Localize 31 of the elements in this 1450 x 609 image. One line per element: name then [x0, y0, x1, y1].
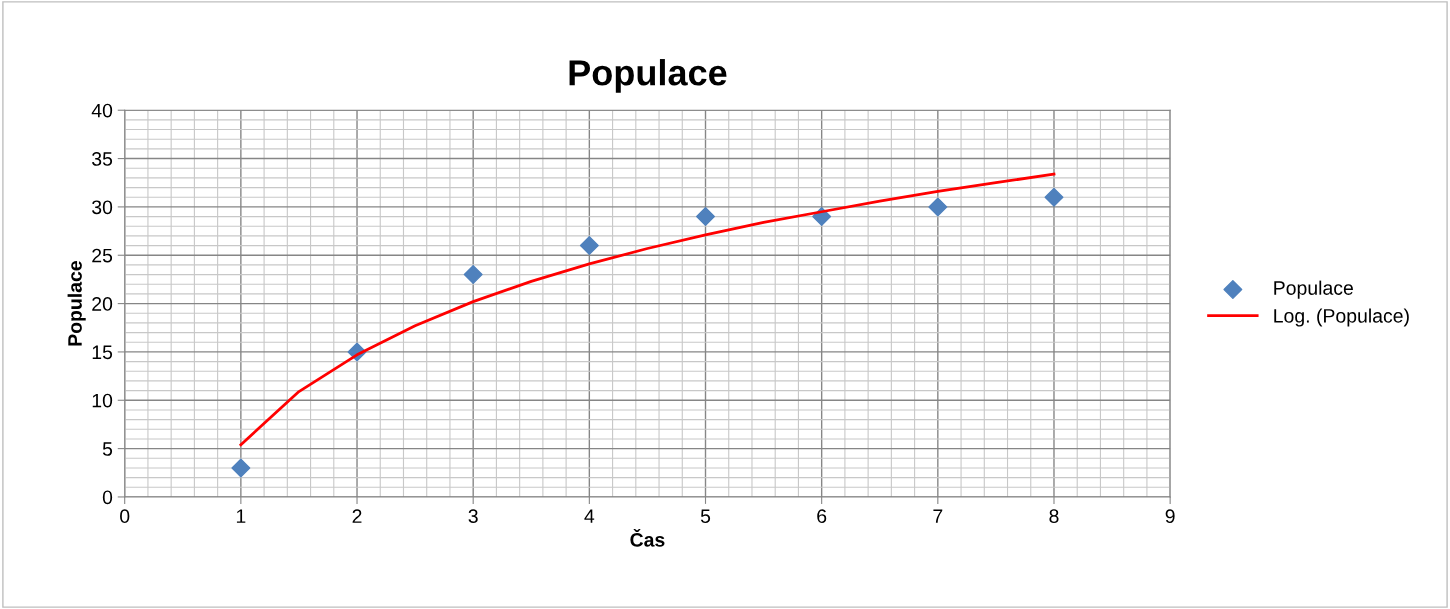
y-tick-label: 20: [92, 297, 113, 311]
x-axis-title: Čas: [630, 529, 665, 547]
y-tick-label: 30: [92, 200, 113, 215]
x-tick-label: 6: [817, 509, 827, 524]
y-tick-label: 35: [92, 152, 113, 166]
y-tick-label: 10: [92, 393, 113, 408]
y-tick-label: 25: [92, 248, 113, 263]
x-tick-label: 9: [1165, 509, 1175, 524]
point: [696, 207, 715, 227]
line-series: [239, 172, 1056, 447]
x-tick-label: 7: [933, 509, 943, 523]
point: [1044, 187, 1064, 207]
legend-label: Populace: [1274, 280, 1353, 299]
x-tick-label: 5: [700, 509, 711, 524]
point: [463, 265, 483, 285]
point: [579, 236, 599, 256]
y-tick-label: 0: [102, 490, 113, 505]
x-tick-label: 3: [468, 509, 478, 524]
y-axis-title: Populace: [67, 261, 86, 346]
x-tick-label: 2: [352, 509, 362, 523]
legend-label: Log. (Populace): [1274, 308, 1409, 327]
y-tick-label: 15: [92, 345, 113, 360]
chart-title: Populace: [569, 59, 727, 93]
point: [231, 458, 251, 478]
y-tick-label: 5: [102, 442, 113, 456]
y-tick-label: 40: [91, 103, 113, 118]
point: [928, 197, 948, 217]
x-tick-label: 0: [120, 509, 130, 524]
x-tick-label: 4: [584, 509, 595, 523]
x-tick-label: 1: [236, 509, 246, 523]
x-tick-label: 8: [1049, 509, 1059, 524]
